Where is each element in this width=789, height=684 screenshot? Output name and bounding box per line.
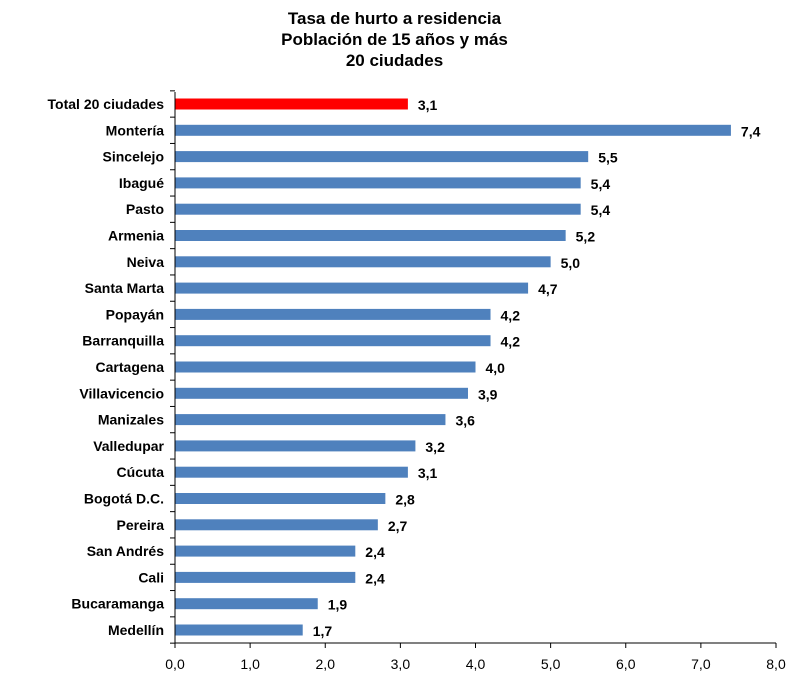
data-label: 5,0 [561,255,581,271]
data-label: 4,2 [501,334,521,350]
category-label: Sincelejo [103,149,164,165]
x-tick-label: 2,0 [316,656,336,672]
bar-6 [175,256,551,268]
x-tick-label: 4,0 [466,656,486,672]
data-label: 5,2 [576,229,596,245]
bar-17 [175,545,356,557]
data-label: 7,4 [741,123,761,139]
bar-3 [175,177,581,189]
category-label: Valledupar [93,438,164,454]
x-tick-label: 1,0 [240,656,260,672]
bar-20 [175,624,303,636]
bar-11 [175,387,468,399]
data-label: 5,4 [591,176,611,192]
bar-19 [175,598,318,610]
data-label: 1,7 [313,623,333,639]
bar-10 [175,361,476,373]
data-label: 4,7 [538,281,558,297]
data-label: 2,7 [388,518,408,534]
bar-13 [175,440,416,452]
category-label: Bucaramanga [71,596,164,612]
chart-title-line-2: Población de 15 años y más [281,30,508,49]
x-tick-label: 8,0 [766,656,786,672]
bar-14 [175,466,408,478]
bar-2 [175,151,589,163]
x-tick-label: 6,0 [616,656,636,672]
category-label: Villavicencio [79,385,164,401]
data-label: 2,8 [395,492,415,508]
bar-7 [175,282,529,294]
data-label: 3,9 [478,386,498,402]
data-label: 3,1 [418,465,438,481]
data-label: 1,9 [328,597,348,613]
data-label: 4,2 [501,307,521,323]
bar-12 [175,414,446,426]
x-tick-label: 5,0 [541,656,561,672]
category-label: Santa Marta [85,280,165,296]
category-label: Ibagué [119,175,164,191]
category-label: Armenia [108,228,164,244]
category-label: Manizales [98,412,164,428]
data-label: 3,2 [425,439,445,455]
data-label: 5,5 [598,150,618,166]
x-tick-label: 7,0 [691,656,711,672]
category-label: Pasto [126,201,164,217]
category-label: San Andrés [87,543,164,559]
bar-15 [175,493,386,504]
data-label: 4,0 [486,360,506,376]
category-label: Total 20 ciudades [48,96,165,112]
bar-5 [175,230,566,241]
bar-16 [175,519,378,531]
category-label: Bogotá D.C. [84,491,164,507]
bar-18 [175,571,356,583]
category-label: Barranquilla [82,333,164,349]
bar-0 [175,98,408,110]
category-label: Medellín [108,622,164,638]
bar-9 [175,335,491,347]
x-tick-label: 0,0 [165,656,185,672]
category-label: Montería [106,122,165,138]
category-label: Popayán [106,306,164,322]
category-label: Cúcuta [117,464,165,480]
category-label: Pereira [117,517,165,533]
chart-title-line-3: 20 ciudades [345,51,444,70]
bar-8 [175,308,491,320]
bar-1 [175,124,731,136]
data-label: 5,4 [591,202,611,218]
data-label: 3,1 [418,97,438,113]
bar-4 [175,203,581,215]
category-label: Neiva [127,254,165,270]
data-label: 2,4 [365,570,385,586]
chart-title-line-1: Tasa de hurto a residencia [287,9,502,28]
data-label: 3,6 [455,413,475,429]
x-tick-label: 3,0 [391,656,411,672]
data-label: 2,4 [365,544,385,560]
category-label: Cartagena [96,359,165,375]
category-label: Cali [138,569,164,585]
